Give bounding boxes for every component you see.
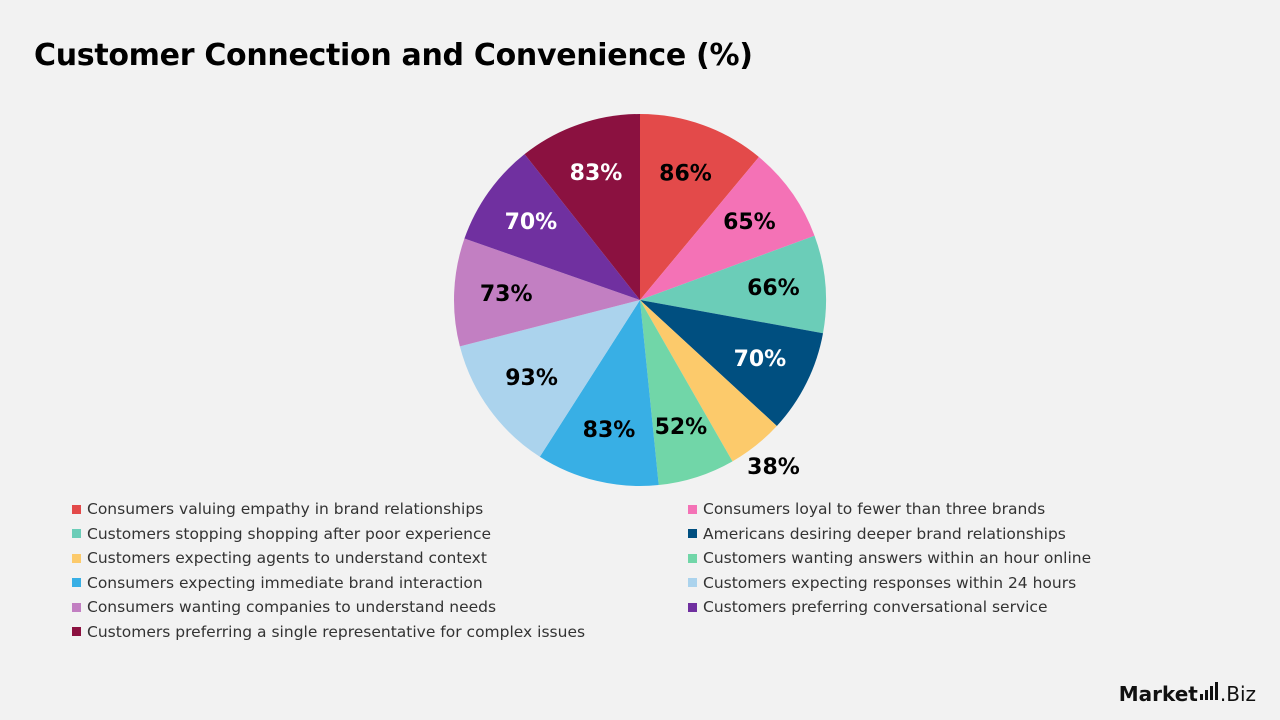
legend-swatch: [688, 553, 697, 563]
legend-label: Consumers wanting companies to understan…: [87, 598, 497, 617]
legend-item: Consumers wanting companies to understan…: [72, 595, 688, 620]
legend-item: Customers preferring conversational serv…: [688, 595, 1168, 620]
slice-value-label: 52%: [655, 415, 708, 440]
legend-item: Consumers loyal to fewer than three bran…: [688, 497, 1168, 522]
slice-value-label: 66%: [747, 276, 800, 301]
legend-item: Customers preferring a single representa…: [72, 620, 688, 645]
legend-item: Americans desiring deeper brand relation…: [688, 522, 1168, 547]
legend-swatch: [688, 504, 697, 514]
legend-swatch: [688, 529, 697, 539]
legend-swatch: [72, 578, 81, 588]
slice-value-label: 65%: [723, 210, 776, 235]
legend-label: Customers wanting answers within an hour…: [703, 549, 1092, 568]
slice-value-label: 38%: [747, 455, 800, 480]
legend-label: Consumers valuing empathy in brand relat…: [87, 500, 484, 519]
brand-name: Market: [1118, 682, 1198, 706]
slice-value-label: 70%: [734, 347, 787, 372]
legend-item: Consumers valuing empathy in brand relat…: [72, 497, 688, 522]
legend-swatch: [72, 553, 81, 563]
pie-slice: [539, 300, 659, 487]
legend-item: Consumers expecting immediate brand inte…: [72, 571, 688, 596]
legend-label: Consumers loyal to fewer than three bran…: [703, 500, 1046, 519]
legend-item: Customers stopping shopping after poor e…: [72, 522, 688, 547]
pie-slice: [640, 300, 777, 462]
brand-logo: Market .Biz: [1119, 682, 1256, 706]
brand-suffix: .Biz: [1219, 682, 1256, 706]
slice-value-label: 83%: [570, 161, 623, 186]
legend-label: Customers preferring conversational serv…: [703, 598, 1048, 617]
legend-swatch: [72, 627, 81, 637]
legend-swatch: [72, 602, 81, 612]
legend-label: Consumers expecting immediate brand inte…: [87, 573, 483, 592]
slice-value-label: 86%: [659, 162, 712, 187]
slice-value-label: 93%: [505, 366, 558, 391]
pie-slice: [640, 156, 815, 300]
legend-swatch: [72, 504, 81, 514]
legend-label: Customers expecting responses within 24 …: [703, 573, 1077, 592]
pie-slice: [454, 238, 640, 347]
legend-label: Customers expecting agents to understand…: [87, 549, 487, 568]
legend-swatch: [688, 578, 697, 588]
legend-swatch: [72, 529, 81, 539]
pie-slice: [640, 300, 824, 426]
pie-slice: [640, 114, 759, 300]
pie-slice: [524, 114, 640, 300]
legend-swatch: [688, 602, 697, 612]
legend-item: Customers wanting answers within an hour…: [688, 546, 1168, 571]
legend-item: Customers expecting agents to understand…: [72, 546, 688, 571]
pie-slice: [459, 300, 640, 457]
pie-slice: [464, 154, 640, 300]
slice-value-label: 73%: [480, 282, 533, 307]
bar-chart-icon: [1199, 682, 1218, 700]
legend-item: Customers expecting responses within 24 …: [688, 571, 1168, 596]
pie-slice: [640, 235, 826, 334]
slice-value-label: 70%: [505, 210, 558, 235]
chart-title: Customer Connection and Convenience (%): [34, 38, 753, 73]
chart-legend: Consumers valuing empathy in brand relat…: [72, 497, 1172, 644]
legend-label: Customers stopping shopping after poor e…: [87, 524, 492, 543]
legend-label: Customers preferring a single representa…: [87, 622, 586, 641]
slice-value-label: 83%: [583, 418, 636, 443]
legend-label: Americans desiring deeper brand relation…: [703, 524, 1066, 543]
pie-slice: [640, 300, 733, 486]
